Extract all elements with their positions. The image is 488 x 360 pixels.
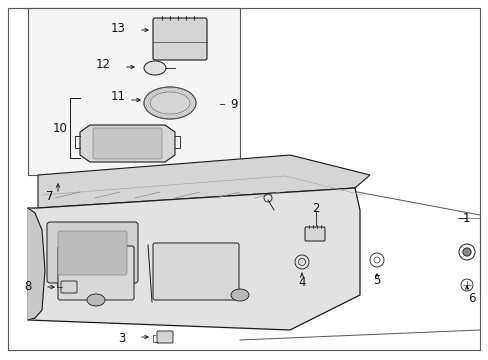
FancyBboxPatch shape [47,222,138,283]
Ellipse shape [230,289,248,301]
Polygon shape [28,188,359,330]
Text: 3: 3 [118,332,125,345]
FancyBboxPatch shape [157,331,173,343]
Polygon shape [80,125,175,162]
Text: 7: 7 [46,189,54,202]
Ellipse shape [143,87,196,119]
Text: 9: 9 [230,98,237,111]
Text: 6: 6 [468,292,475,305]
FancyBboxPatch shape [61,281,77,293]
Text: 2: 2 [312,202,319,215]
FancyBboxPatch shape [153,18,206,60]
Text: 13: 13 [110,22,125,35]
Circle shape [462,248,470,256]
FancyBboxPatch shape [58,246,134,300]
Ellipse shape [143,61,165,75]
Ellipse shape [87,294,105,306]
Text: 8: 8 [24,280,32,293]
Text: 10: 10 [52,122,67,135]
FancyBboxPatch shape [58,231,127,275]
Polygon shape [38,155,369,208]
FancyBboxPatch shape [153,243,239,300]
Text: 1: 1 [461,211,469,225]
FancyBboxPatch shape [93,128,162,159]
Text: 12: 12 [95,58,110,72]
FancyBboxPatch shape [305,227,325,241]
Text: 11: 11 [110,90,125,103]
Bar [28,8,240,175]
Text: 4: 4 [298,276,305,289]
Text: 5: 5 [372,274,380,287]
Ellipse shape [150,92,190,114]
Polygon shape [28,208,45,320]
